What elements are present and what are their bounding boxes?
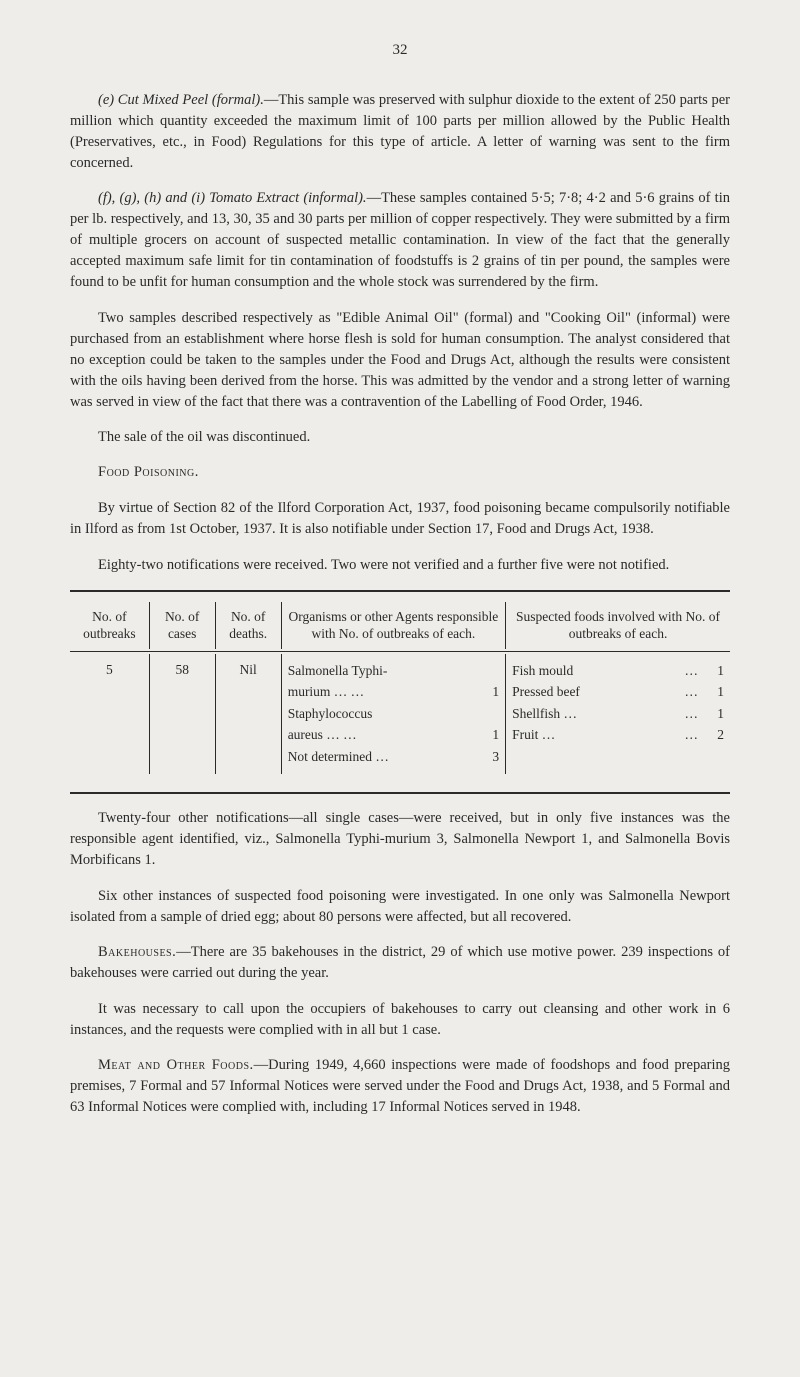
paragraph-e: (e) Cut Mixed Peel (formal).—This sample… <box>70 90 730 174</box>
paragraph-bakehouses: Bakehouses.—There are 35 bakehouses in t… <box>70 942 730 984</box>
org-val-0 <box>479 660 499 682</box>
th-outbreaks: No. of outbreaks <box>70 602 149 649</box>
sus-label-1: Pressed beef <box>512 681 678 703</box>
heading-food-poisoning: Food Poisoning. <box>70 462 730 483</box>
table-data-row: 5 58 Nil Salmonella Typhi- murium … …1 S… <box>70 654 730 774</box>
sus-dots-2: … <box>679 703 705 725</box>
sus-val-2: 1 <box>704 703 724 725</box>
document-page: 32 (e) Cut Mixed Peel (formal).—This sam… <box>0 0 800 1377</box>
org-val-3: 1 <box>479 724 499 746</box>
sus-label-3: Fruit … <box>512 724 678 746</box>
org-row-1: murium … …1 <box>288 681 499 703</box>
para-f-lead: (f), (g), (h) and (i) Tomato Extract (in… <box>98 190 367 206</box>
org-row-4: Not determined …3 <box>288 746 499 768</box>
th-deaths: No. of deaths. <box>215 602 281 649</box>
outbreaks-table: No. of outbreaks No. of cases No. of dea… <box>70 602 730 774</box>
sus-val-0: 1 <box>704 660 724 682</box>
table-bottom-rule <box>70 792 730 794</box>
sus-label-2: Shellfish … <box>512 703 678 725</box>
paragraph-virtue: By virtue of Section 82 of the Ilford Co… <box>70 498 730 540</box>
table-mid-rule <box>70 651 730 652</box>
heading-food-poisoning-text: Food Poisoning. <box>98 464 199 480</box>
paragraph-twentyfour: Twenty-four other notifications—all sing… <box>70 808 730 871</box>
para-e-lead: (e) Cut Mixed Peel (formal). <box>98 92 264 108</box>
paragraph-f: (f), (g), (h) and (i) Tomato Extract (in… <box>70 188 730 293</box>
table-header-row: No. of outbreaks No. of cases No. of dea… <box>70 602 730 649</box>
paragraph-two-samples: Two samples described respectively as "E… <box>70 308 730 413</box>
td-organisms: Salmonella Typhi- murium … …1 Staphyloco… <box>281 654 505 774</box>
th-suspected: Suspected foods involved with No. of out… <box>506 602 730 649</box>
sus-dots-1: … <box>679 681 705 703</box>
sus-row-2: Shellfish ……1 <box>512 703 724 725</box>
org-val-4: 3 <box>479 746 499 768</box>
paragraph-eighty: Eighty-two notifications were received. … <box>70 555 730 576</box>
sus-val-1: 1 <box>704 681 724 703</box>
paragraph-six: Six other instances of suspected food po… <box>70 886 730 928</box>
org-label-0: Salmonella Typhi- <box>288 660 479 682</box>
table-top-rule <box>70 590 730 592</box>
sus-dots-0: … <box>679 660 705 682</box>
org-label-1: murium … … <box>288 681 479 703</box>
org-val-1: 1 <box>479 681 499 703</box>
sus-label-0: Fish mould <box>512 660 678 682</box>
sus-row-3: Fruit ……2 <box>512 724 724 746</box>
paragraph-sale: The sale of the oil was discontinued. <box>70 427 730 448</box>
bakehouses-lead: Bakehouses. <box>98 944 176 960</box>
org-label-2: Staphylococcus <box>288 703 479 725</box>
org-val-2 <box>479 703 499 725</box>
th-organisms: Organisms or other Agents responsible wi… <box>281 602 505 649</box>
org-label-3: aureus … … <box>288 724 479 746</box>
sus-dots-3: … <box>679 724 705 746</box>
org-row-2: Staphylococcus <box>288 703 499 725</box>
org-label-4: Not determined … <box>288 746 479 768</box>
sus-row-0: Fish mould…1 <box>512 660 724 682</box>
th-cases: No. of cases <box>149 602 215 649</box>
paragraph-meat: Meat and Other Foods.—During 1949, 4,660… <box>70 1055 730 1118</box>
org-row-3: aureus … …1 <box>288 724 499 746</box>
paragraph-necessary: It was necessary to call upon the occupi… <box>70 999 730 1041</box>
td-deaths: Nil <box>215 654 281 774</box>
page-number: 32 <box>70 40 730 62</box>
td-cases: 58 <box>149 654 215 774</box>
td-outbreaks: 5 <box>70 654 149 774</box>
sus-row-1: Pressed beef…1 <box>512 681 724 703</box>
org-row-0: Salmonella Typhi- <box>288 660 499 682</box>
meat-lead: Meat and Other Foods. <box>98 1057 254 1073</box>
sus-val-3: 2 <box>704 724 724 746</box>
td-suspected: Fish mould…1 Pressed beef…1 Shellfish ……… <box>506 654 730 774</box>
